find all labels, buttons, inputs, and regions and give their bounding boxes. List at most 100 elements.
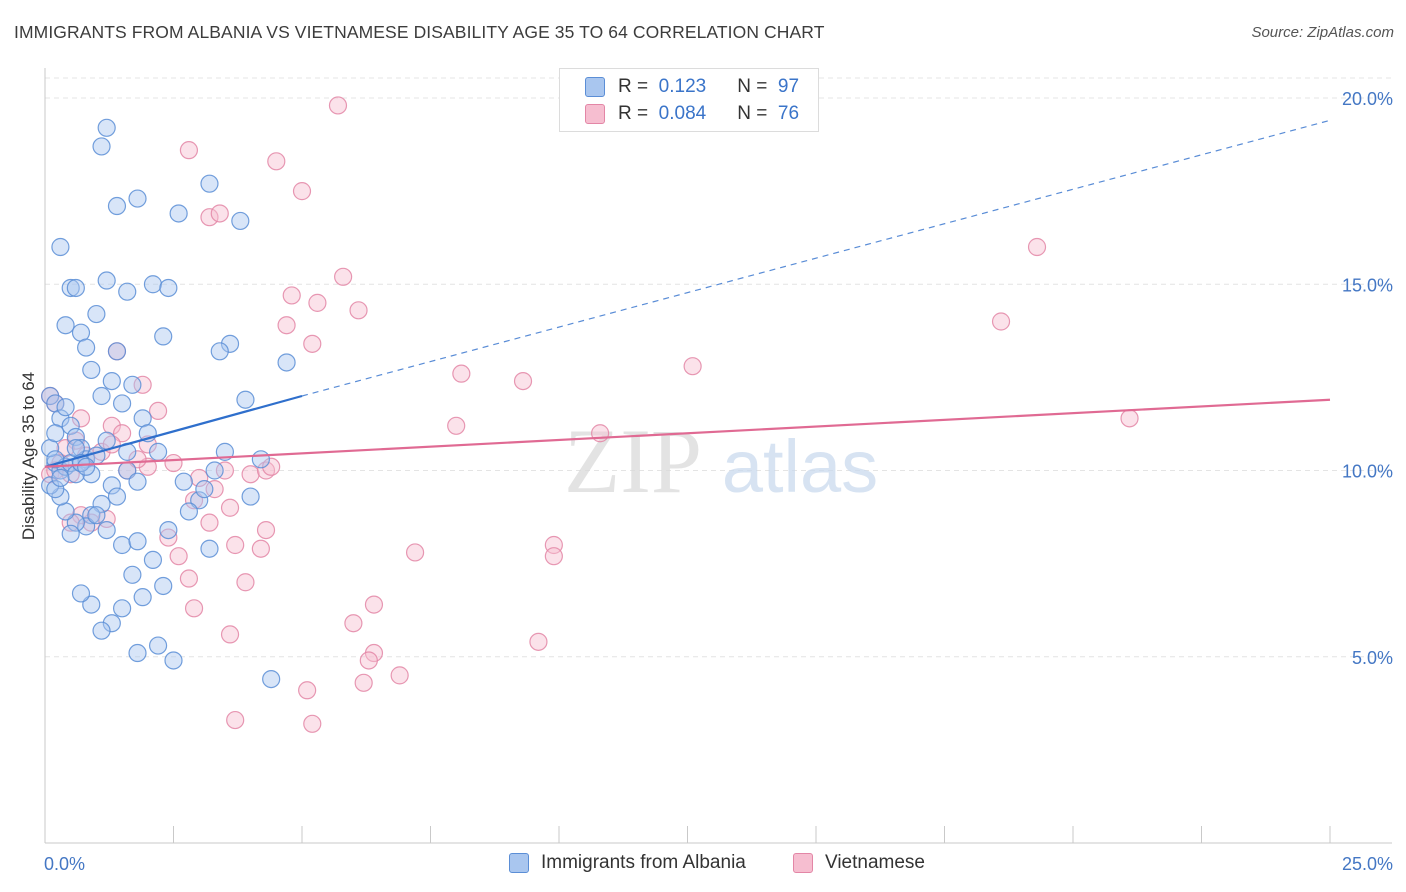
albania-point (102, 476, 121, 495)
albania-point (77, 457, 96, 476)
vietnamese-point (359, 651, 378, 670)
albania-point (200, 174, 219, 193)
vietnamese-n-label: N = (737, 103, 768, 124)
watermark-atlas: atlas (722, 425, 878, 508)
y-axis-label: Disability Age 35 to 64 (19, 372, 38, 540)
vietnamese-point (179, 141, 199, 160)
correlation-legend: R = 0.123 N = 97 R = 0.084 N = 76 (559, 68, 819, 132)
albania-point (159, 520, 178, 540)
vietnamese-point (256, 520, 276, 540)
x-tick-label: 25.0% (1342, 854, 1393, 874)
vietnamese-point (1027, 237, 1047, 257)
albania-point (92, 494, 111, 514)
vietnamese-point (405, 543, 425, 562)
vietnamese-point (282, 286, 301, 305)
albania-n-value: 97 (777, 76, 800, 97)
vietnamese-point (277, 316, 296, 335)
albania-point (107, 196, 127, 216)
albania-trendline-extension (301, 119, 1331, 397)
legend-vietnamese-stats: R = 0.084 N = 76 (618, 103, 799, 125)
vietnamese-point (298, 681, 317, 700)
albania-point (77, 517, 96, 536)
vietnamese-point (354, 673, 373, 692)
legend-albania-stats: R = 0.123 N = 97 (618, 76, 799, 98)
vietnamese-point (390, 666, 409, 685)
albania-point (112, 394, 132, 413)
vietnamese-point (200, 208, 219, 227)
vietnamese-point (200, 513, 219, 532)
albania-point (51, 237, 70, 257)
vietnamese-trendline (44, 398, 1331, 468)
vietnamese-point (544, 547, 563, 566)
vietnamese-point (262, 457, 281, 476)
vietnamese-point (164, 453, 183, 473)
albania-point (97, 520, 116, 540)
albania-point (128, 532, 147, 551)
albania-point (82, 506, 101, 525)
albania-r-label: R = (618, 76, 649, 97)
albania-point (61, 278, 80, 298)
albania-point (82, 360, 101, 380)
bottom-legend-albania: Immigrants from Albania (509, 852, 746, 874)
albania-point (164, 651, 183, 670)
albania-point (241, 487, 260, 506)
y-tick-label: 5.0% (1352, 648, 1393, 668)
albania-point (71, 584, 91, 603)
bottom-legend-vietnamese: Vietnamese (793, 852, 925, 874)
vietnamese-point (267, 152, 286, 171)
vietnamese-point (308, 293, 327, 312)
vietnamese-point (184, 599, 204, 618)
albania-point (143, 550, 163, 570)
bottom-vietnamese-swatch (793, 853, 813, 873)
albania-point (87, 506, 106, 525)
albania-point (118, 282, 137, 301)
vietnamese-point (220, 498, 240, 517)
vietnamese-point (452, 364, 471, 383)
vietnamese-point (179, 569, 199, 588)
source-label: Source: ZipAtlas.com (1251, 24, 1394, 41)
y-tick-labels: 5.0% 10.0% 15.0% 20.0% (1342, 89, 1393, 668)
vietnamese-point (210, 204, 229, 223)
albania-point (82, 595, 101, 614)
vietnamese-point (128, 450, 147, 469)
vietnamese-point (133, 375, 152, 394)
albania-point (262, 669, 281, 689)
albania-point (123, 565, 142, 584)
albania-point (251, 450, 270, 469)
albania-point (97, 431, 116, 450)
albania-point (51, 468, 70, 488)
albania-point (61, 416, 80, 435)
albania-point (190, 491, 209, 510)
watermark: ZIP atlas (564, 410, 878, 512)
y-tick-label: 20.0% (1342, 89, 1393, 109)
albania-point (210, 342, 229, 361)
watermark-zip: ZIP (564, 410, 702, 512)
albania-point (128, 472, 147, 491)
vietnamese-point (236, 573, 255, 592)
albania-point (61, 524, 80, 543)
albania-point (277, 353, 296, 372)
albania-point (220, 334, 240, 353)
vietnamese-point (529, 632, 548, 651)
albania-point (205, 461, 224, 480)
vietnamese-point (349, 301, 368, 320)
albania-r-value: 0.123 (658, 76, 707, 97)
albania-point (200, 539, 219, 558)
vietnamese-point (292, 182, 312, 201)
albania-point (97, 271, 116, 290)
vietnamese-point (447, 416, 466, 435)
albania-point (128, 643, 147, 663)
vietnamese-point (303, 714, 322, 733)
vietnamese-point (991, 312, 1011, 331)
albania-point (77, 338, 96, 357)
albania-point (159, 278, 178, 298)
albania-swatch (585, 77, 605, 97)
vietnamese-point (683, 357, 702, 376)
bottom-albania-label: Immigrants from Albania (541, 852, 746, 873)
albania-point (112, 535, 132, 555)
albania-point (92, 621, 111, 640)
albania-point (123, 375, 142, 394)
albania-trendline (44, 394, 303, 468)
albania-point (56, 398, 75, 417)
bottom-albania-swatch (509, 853, 529, 873)
